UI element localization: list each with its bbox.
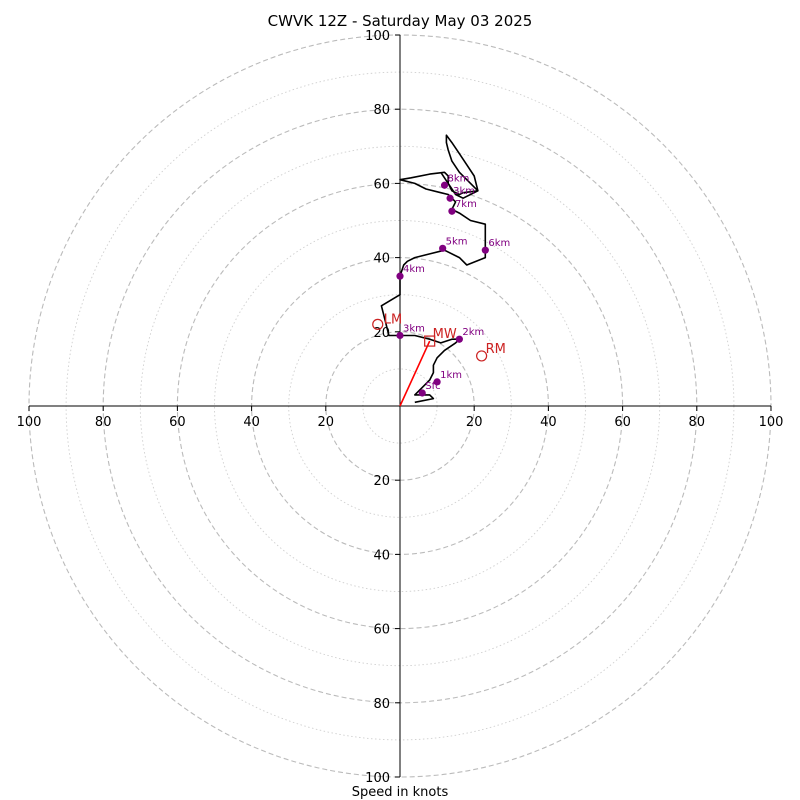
x-tick-label: 100 — [759, 415, 784, 430]
height-marker-point — [439, 244, 447, 252]
height-marker-point — [440, 181, 449, 189]
x-axis-label: Speed in knots — [352, 785, 449, 800]
height-marker-label: Sfc — [425, 381, 440, 392]
x-tick-label: 20 — [466, 415, 483, 430]
y-tick-label: 100 — [365, 771, 390, 786]
height-marker-label: 8km — [448, 173, 470, 184]
x-tick-label: 40 — [243, 415, 260, 430]
x-tick-label: 40 — [540, 415, 557, 430]
y-tick-label: 80 — [373, 103, 390, 118]
left-mover-marker — [372, 318, 384, 330]
hodograph-trace-group — [380, 134, 487, 407]
y-tick-label: 80 — [373, 697, 390, 712]
storm-motion-group: LM RM MW — [372, 312, 506, 362]
height-marker-label: 2km — [462, 327, 484, 338]
hodograph-trace — [380, 134, 487, 404]
y-tick-label: 100 — [365, 29, 390, 44]
height-marker-label: 5km — [446, 236, 468, 247]
shear-vector — [399, 340, 431, 407]
right-mover-label: RM — [486, 342, 506, 357]
mean-wind-marker — [424, 335, 436, 347]
height-marker-point — [396, 272, 404, 280]
x-tick-label: 80 — [689, 415, 706, 430]
x-tick-label: 60 — [614, 415, 631, 430]
height-marker-label: 4km — [403, 264, 425, 275]
right-mover-marker — [476, 350, 488, 362]
height-marker-label: 7km — [455, 199, 477, 210]
height-marker-point — [433, 378, 441, 386]
height-marker-label: 3km — [453, 186, 475, 197]
x-tick-label: 80 — [95, 415, 112, 430]
height-marker-point — [396, 331, 404, 340]
height-marker-point — [418, 389, 426, 397]
y-tick-label: 40 — [373, 548, 390, 563]
x-tick-label: 20 — [318, 415, 335, 430]
height-marker-label: 1km — [440, 370, 462, 381]
y-tick-label: 40 — [373, 252, 390, 267]
y-tick-label: 60 — [373, 177, 390, 192]
mean-wind-label: MW — [433, 327, 457, 342]
chart-title: CWVK 12Z - Saturday May 03 2025 — [268, 12, 533, 30]
height-marker-point — [481, 246, 489, 254]
x-tick-label: 60 — [169, 415, 186, 430]
y-tick-label: 20 — [373, 474, 390, 489]
height-marker-point — [446, 194, 454, 202]
height-marker-point — [455, 335, 463, 343]
height-marker-label: 6km — [488, 238, 510, 249]
y-tick-label: 60 — [373, 623, 390, 638]
x-tick-label: 100 — [17, 415, 42, 430]
left-mover-label: LM — [384, 312, 402, 327]
height-marker-label: 3km — [403, 324, 425, 335]
height-marker-point — [448, 207, 456, 215]
